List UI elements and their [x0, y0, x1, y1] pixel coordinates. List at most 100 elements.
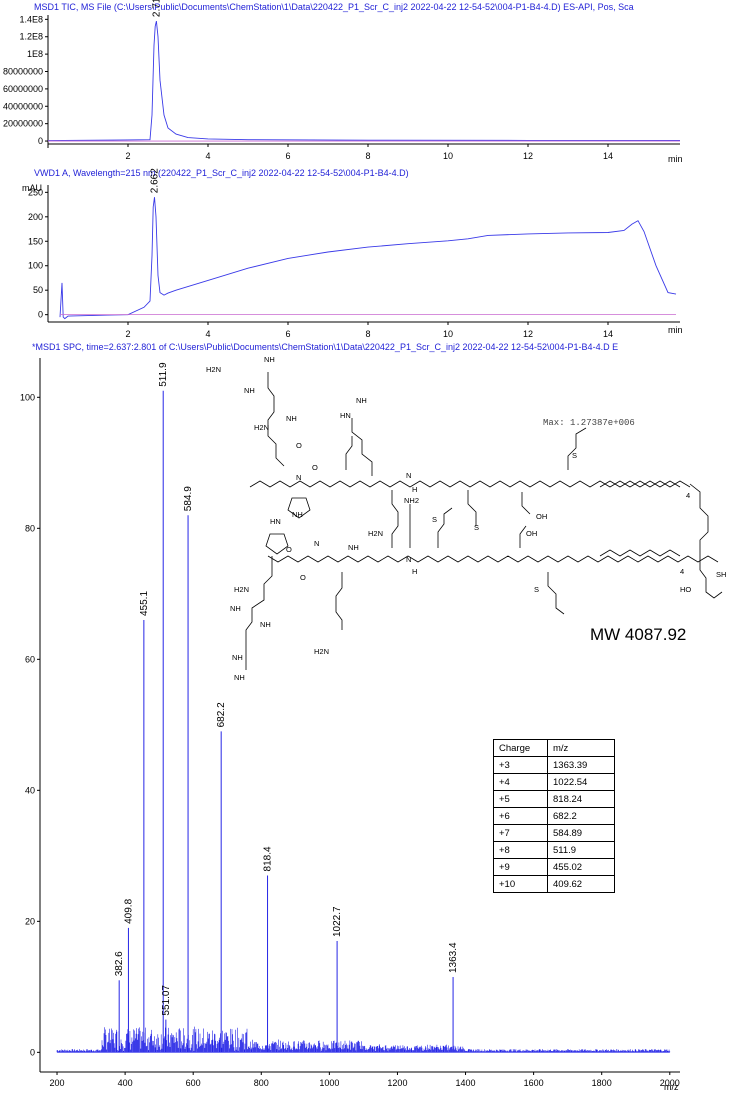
molecular-weight-label: MW 4087.92	[590, 625, 686, 644]
ms-x-tick-label: 1200	[387, 1078, 407, 1088]
mz-cell: 511.9	[547, 841, 615, 859]
mz-cell: 1022.54	[547, 773, 615, 791]
ms-ticks: 200 400 600 800 1000 1200 1400 1600 1800 2000 0 20 4…	[20, 392, 680, 1088]
ms-peak-label: 382.6	[114, 951, 125, 976]
atom-label: OH	[536, 512, 547, 521]
tic-y-tick-label: 60000000	[3, 84, 43, 94]
atom-label: H2N	[368, 529, 383, 538]
atom-label: NH	[260, 620, 271, 629]
mz-header: m/z	[547, 739, 615, 757]
ms-title: *MSD1 SPC, time=2.637:2.801 of C:\Users\…	[32, 342, 618, 352]
charge-state-table: Charge m/z +3 1363.39 +4 1022.54 +5 818.24 …	[493, 739, 615, 893]
tic-x-tick-label: 6	[285, 151, 290, 161]
atom-label: 4	[686, 491, 690, 500]
max-intensity-label: Max: 1.27387e+006	[543, 418, 635, 428]
uv-x-tick-label: 10	[443, 329, 453, 339]
ms-noise-trace	[56, 1026, 671, 1053]
atom-label: O	[312, 463, 318, 472]
ms-peak-label: 455.1	[139, 591, 150, 616]
ms-y-tick-label: 60	[25, 654, 35, 664]
mz-cell: 455.02	[547, 858, 615, 876]
tic-y-tick-label: 80000000	[3, 67, 43, 77]
mz-cell: 1363.39	[547, 756, 615, 774]
uv-x-tick-label: 4	[205, 329, 210, 339]
charge-table-header: Charge m/z	[493, 739, 615, 757]
tic-ticks: 2 4 6 8 10 12 14 0 20000000 40000000 60000000 80000…	[3, 14, 613, 161]
upper-chain-bonds	[249, 372, 691, 548]
table-row: +9 455.02	[493, 858, 615, 876]
charge-cell: +6	[493, 807, 548, 825]
ms-peak-label: 1363.4	[448, 942, 459, 973]
atom-label: SH	[716, 570, 726, 579]
uv-y-tick-label: 0	[38, 310, 43, 320]
atom-label: O	[296, 441, 302, 450]
uv-y-tick-label: 100	[28, 261, 43, 271]
atom-label: NH	[244, 386, 255, 395]
table-row: +6 682.2	[493, 807, 615, 825]
atom-label: NH	[234, 673, 245, 682]
atom-label: S	[572, 451, 577, 460]
atom-label: NH	[264, 355, 275, 364]
uv-y-tick-label: 150	[28, 236, 43, 246]
atom-label: NH	[230, 604, 241, 613]
atom-label: H2N	[254, 423, 269, 432]
charge-header: Charge	[493, 739, 548, 757]
tic-y-tick-label: 1E8	[27, 49, 43, 59]
charge-cell: +3	[493, 756, 548, 774]
mz-cell: 584.89	[547, 824, 615, 842]
atom-label: H2N	[206, 365, 221, 374]
uv-x-tick-label: 12	[523, 329, 533, 339]
tic-title: MSD1 TIC, MS File (C:\Users\Public\Docum…	[34, 2, 634, 12]
ms-y-tick-label: 0	[30, 1047, 35, 1057]
atom-label: O	[300, 573, 306, 582]
ms-x-tick-label: 2000	[660, 1078, 680, 1088]
ms-peak-label: 409.8	[123, 898, 134, 923]
ms-peak-label: 1022.7	[332, 906, 343, 937]
ms-y-tick-label: 80	[25, 523, 35, 533]
table-row: +10 409.62	[493, 875, 615, 893]
ms-axes	[39, 358, 680, 1073]
atom-label: S	[534, 585, 539, 594]
tic-axes	[47, 15, 680, 148]
uv-x-unit: min	[668, 325, 683, 335]
ms-x-unit: m/z	[664, 1082, 679, 1092]
ms-peak-label: 551.07	[161, 985, 172, 1016]
atom-label: OH	[526, 529, 537, 538]
atom-label: H2N	[234, 585, 249, 594]
atom-label: N	[296, 473, 301, 482]
uv-x-tick-label: 14	[603, 329, 613, 339]
mz-cell: 682.2	[547, 807, 615, 825]
tic-x-tick-label: 12	[523, 151, 533, 161]
charge-cell: +8	[493, 841, 548, 859]
tic-x-tick-label: 10	[443, 151, 453, 161]
atom-label: H2N	[314, 647, 329, 656]
tic-y-tick-label: 0	[38, 136, 43, 146]
ms-peaks	[118, 390, 454, 1053]
ms-x-tick-label: 400	[118, 1078, 133, 1088]
uv-x-tick-label: 8	[365, 329, 370, 339]
atom-label: NH2	[404, 496, 419, 505]
mz-cell: 409.62	[547, 875, 615, 893]
ms-peak-label: 584.9	[183, 486, 194, 511]
atom-label: HO	[680, 585, 691, 594]
atom-label: N	[406, 471, 411, 480]
ms-y-tick-label: 20	[25, 916, 35, 926]
tic-x-tick-label: 2	[125, 151, 130, 161]
uv-title: VWD1 A, Wavelength=215 nm (220422_P1_Scr…	[34, 168, 409, 178]
tic-x-tick-label: 14	[603, 151, 613, 161]
uv-axes	[47, 185, 680, 323]
table-row: +7 584.89	[493, 824, 615, 842]
ms-y-tick-label: 100	[20, 392, 35, 402]
tic-y-tick-label: 40000000	[3, 101, 43, 111]
table-row: +4 1022.54	[493, 773, 615, 791]
ms-peak-label: 682.2	[216, 702, 227, 727]
atom-label: N	[406, 555, 411, 564]
ms-y-tick-label: 40	[25, 785, 35, 795]
ms-x-tick-label: 200	[50, 1078, 65, 1088]
table-row: +5 818.24	[493, 790, 615, 808]
tic-y-tick-label: 1.2E8	[19, 32, 43, 42]
ms-x-tick-label: 1800	[592, 1078, 612, 1088]
